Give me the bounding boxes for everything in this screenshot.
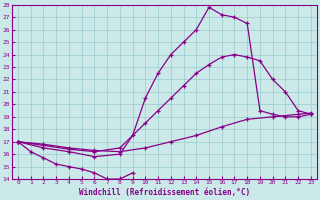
X-axis label: Windchill (Refroidissement éolien,°C): Windchill (Refroidissement éolien,°C) (79, 188, 250, 197)
